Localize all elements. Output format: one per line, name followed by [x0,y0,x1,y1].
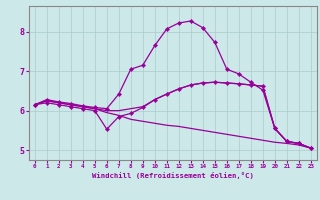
X-axis label: Windchill (Refroidissement éolien,°C): Windchill (Refroidissement éolien,°C) [92,172,254,179]
